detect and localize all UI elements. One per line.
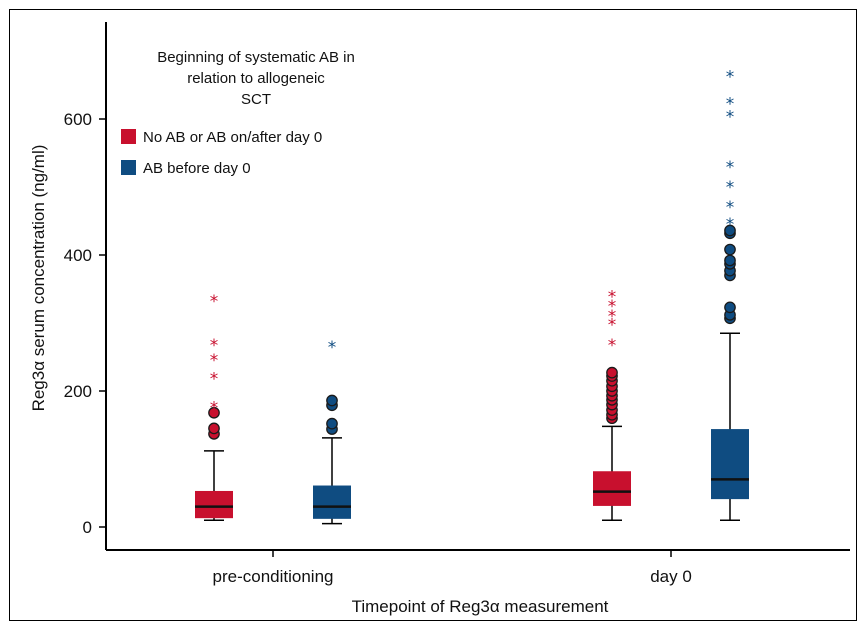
legend-title-line-1: Beginning of systematic AB in — [157, 49, 355, 66]
extreme-point: * — [608, 297, 617, 317]
x-ticks: pre-conditioning day 0 — [213, 550, 692, 586]
extreme-point: * — [608, 307, 617, 327]
y-tick-label: 400 — [64, 246, 92, 265]
extreme-point: * — [726, 158, 735, 178]
extreme-point: * — [726, 178, 735, 198]
outlier-point — [724, 254, 736, 267]
outlier-point — [326, 394, 338, 407]
chart-frame — [9, 9, 857, 621]
box-iqr — [313, 485, 351, 519]
box-iqr — [711, 429, 749, 500]
box-group: ******* — [711, 67, 749, 521]
outlier-point — [208, 406, 220, 419]
legend: Beginning of systematic AB in relation t… — [121, 49, 355, 177]
extreme-point: * — [726, 215, 735, 235]
outlier-point — [724, 301, 736, 314]
box-group: ***** — [195, 292, 233, 521]
extreme-point: * — [210, 399, 219, 419]
extreme-point: * — [210, 292, 219, 312]
outlier-point — [208, 422, 220, 435]
extreme-point: * — [210, 369, 219, 389]
x-axis-title: Timepoint of Reg3α measurement — [352, 597, 609, 616]
outlier-point — [326, 417, 338, 430]
extreme-point: * — [328, 338, 337, 358]
outlier-point — [606, 366, 618, 379]
extreme-point: * — [608, 316, 617, 336]
box-group: ***** — [593, 288, 631, 521]
y-tick-label: 600 — [64, 110, 92, 129]
axes: 0 200 400 600 pre-conditioning day 0 — [64, 22, 850, 586]
extreme-point: * — [726, 198, 735, 218]
x-tick-label: day 0 — [650, 567, 692, 586]
legend-swatch-ab-before — [121, 160, 136, 175]
legend-title-line-3: SCT — [241, 91, 271, 108]
extreme-point: * — [726, 67, 735, 87]
box-iqr — [593, 471, 631, 506]
y-ticks: 0 200 400 600 — [64, 110, 106, 537]
x-tick-label: pre-conditioning — [213, 567, 334, 586]
extreme-point: * — [210, 351, 219, 371]
legend-label-ab-before: AB before day 0 — [143, 160, 251, 177]
y-tick-label: 0 — [83, 518, 92, 537]
boxes: ****************** — [195, 67, 749, 525]
y-axis-title: Reg3α serum concentration (ng/ml) — [29, 145, 48, 412]
legend-swatch-no-ab — [121, 129, 136, 144]
box-group: * — [313, 338, 351, 525]
extreme-point: * — [726, 108, 735, 128]
outlier-point — [724, 224, 736, 237]
extreme-point: * — [608, 288, 617, 308]
y-tick-label: 200 — [64, 382, 92, 401]
box-iqr — [195, 490, 233, 519]
outlier-point — [724, 243, 736, 256]
extreme-point: * — [210, 336, 219, 356]
extreme-point: * — [726, 95, 735, 115]
legend-title-line-2: relation to allogeneic — [187, 70, 325, 87]
extreme-point: * — [608, 336, 617, 356]
legend-label-no-ab: No AB or AB on/after day 0 — [143, 129, 322, 146]
